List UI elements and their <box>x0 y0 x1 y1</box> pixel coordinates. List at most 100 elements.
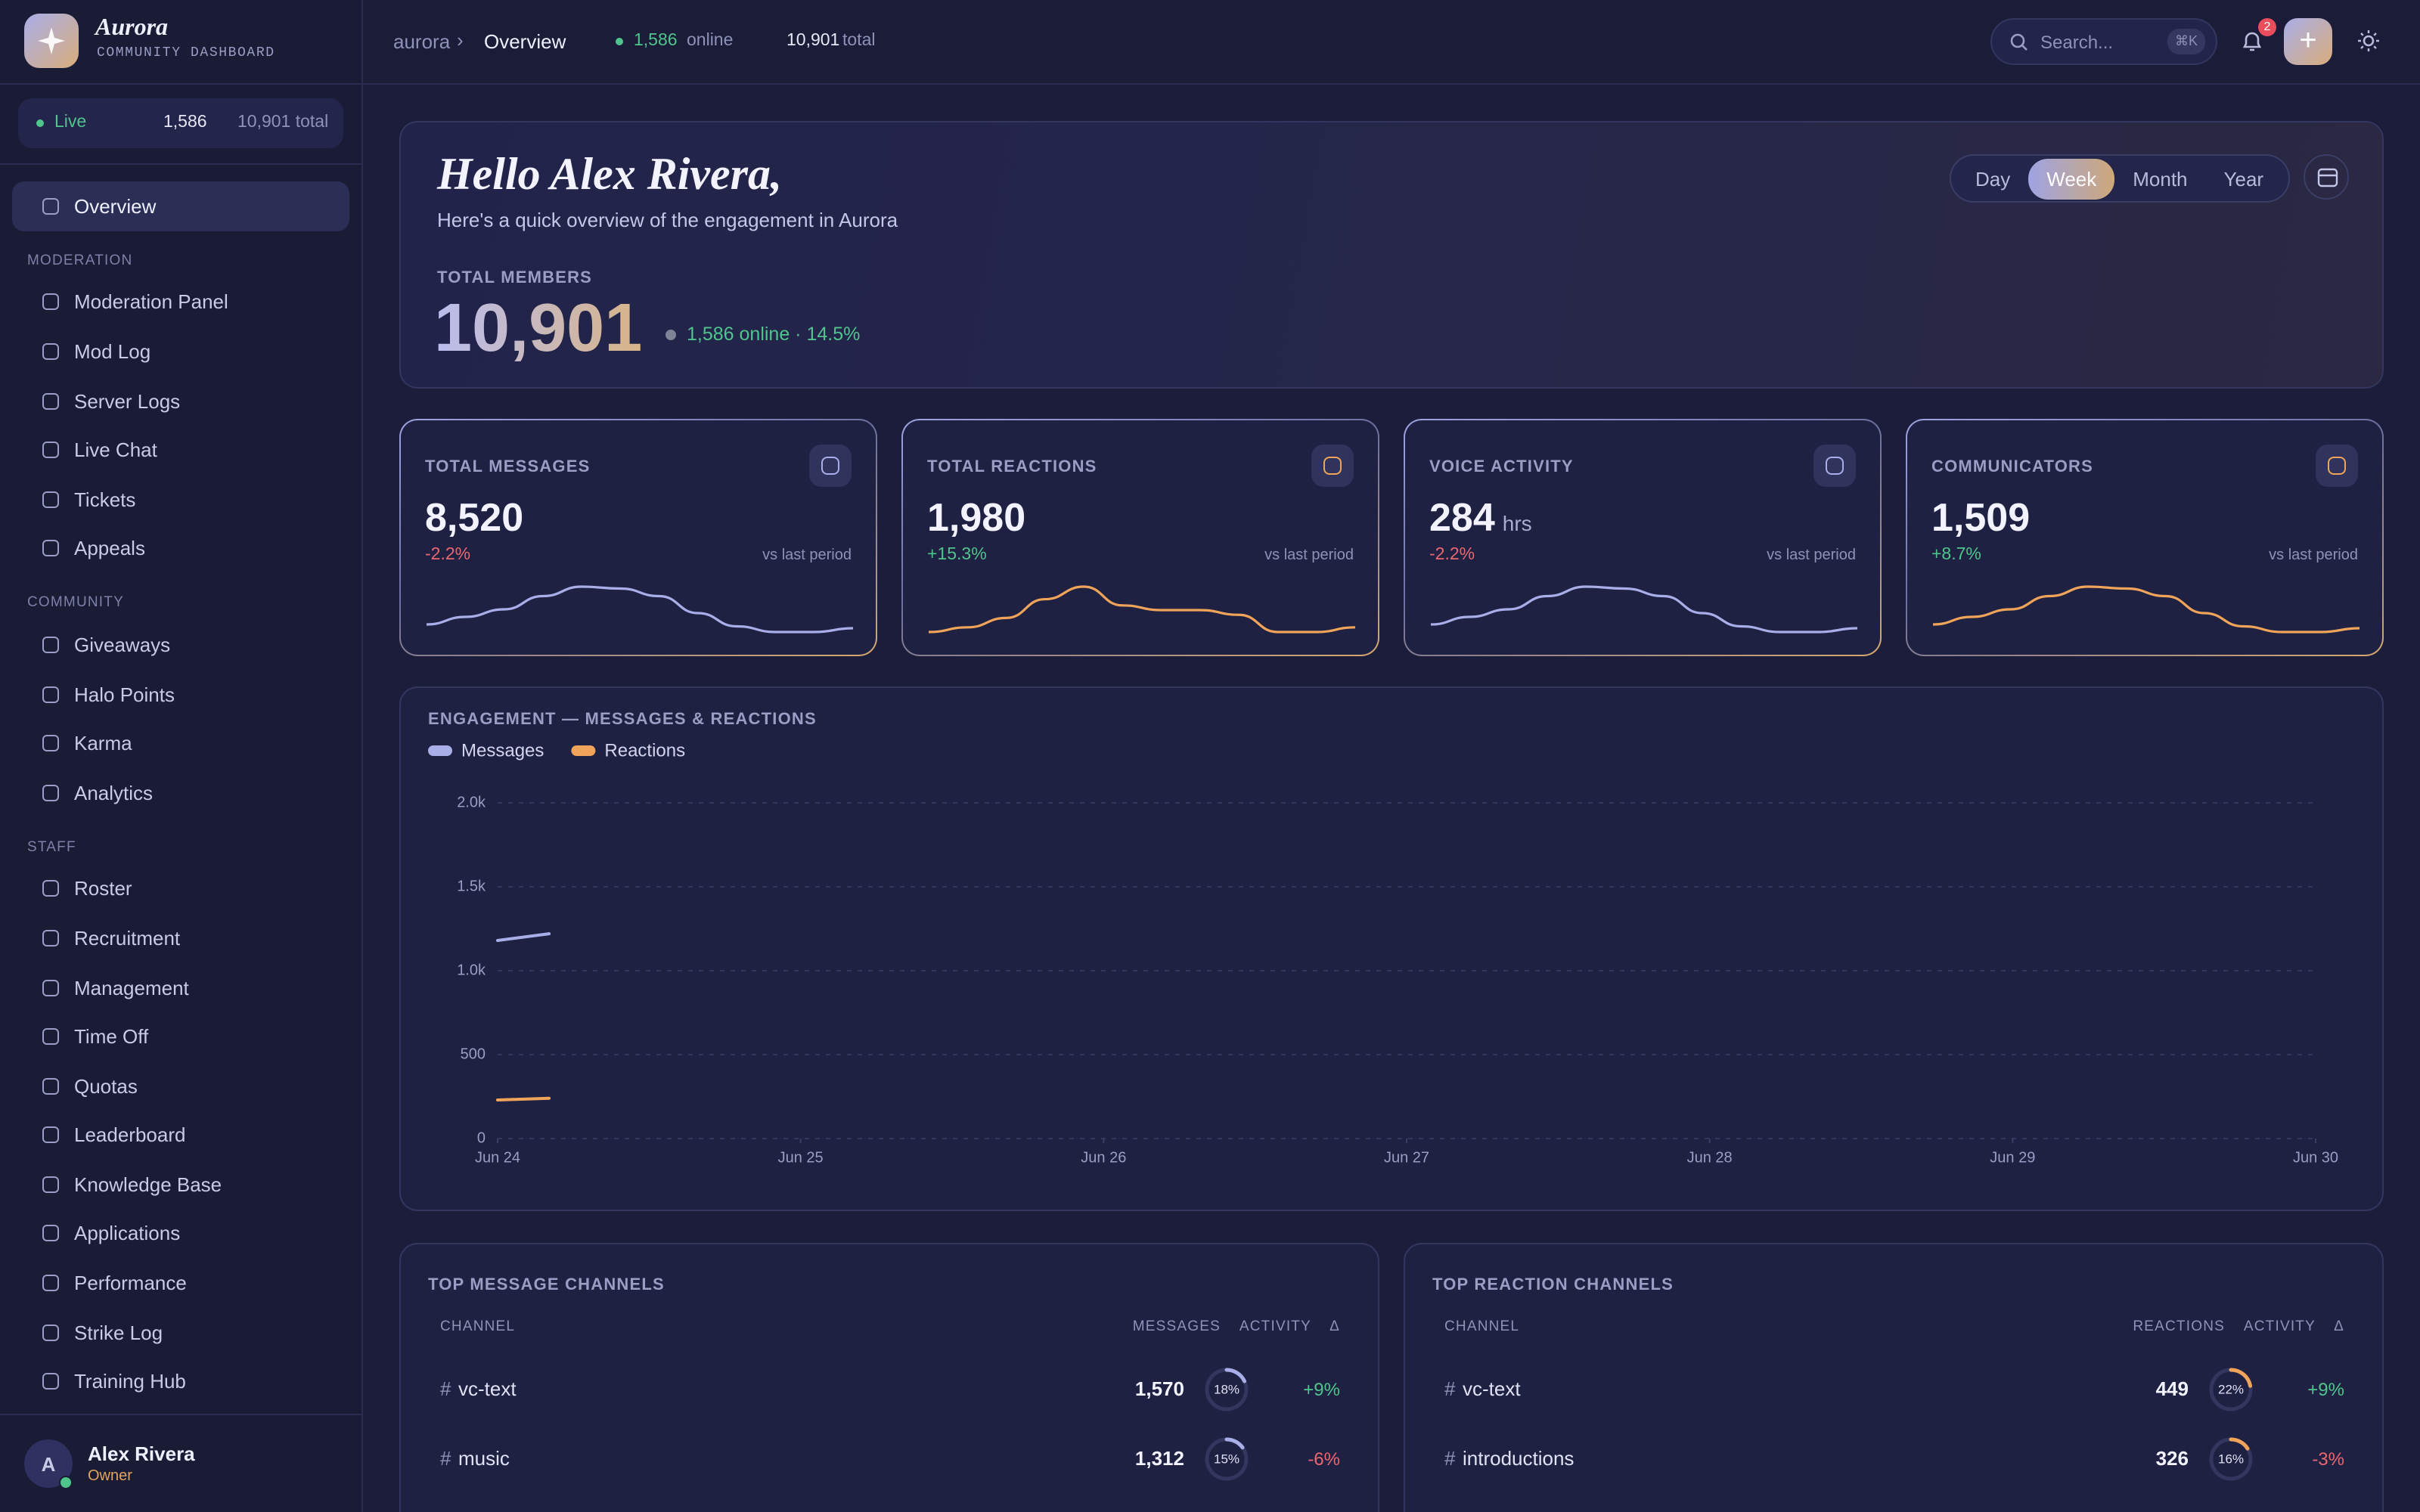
stat-icon <box>809 445 852 487</box>
user-name: Alex Rivera <box>88 1442 195 1465</box>
table-row[interactable]: # vc-text 1,570 18% +9% <box>401 1365 1378 1414</box>
total-members-label: TOTAL MEMBERS <box>437 269 593 287</box>
nav-item[interactable]: Tickets <box>12 475 349 524</box>
user-footer[interactable]: A Alex Rivera Owner <box>0 1414 361 1512</box>
nav-item[interactable]: Appeals <box>12 524 349 573</box>
range-option[interactable]: Week <box>2028 158 2115 199</box>
stat-change: +8.7% <box>1931 546 1981 564</box>
nav-item[interactable]: Time Off <box>12 1012 349 1061</box>
nav-item[interactable]: Halo Points <box>12 670 349 719</box>
table-row[interactable]: # vc-text 449 22% +9% <box>1405 1365 2382 1414</box>
breadcrumb-root[interactable]: aurora <box>393 30 451 53</box>
stat-unit: hrs <box>1502 511 1532 535</box>
total-label: total <box>842 32 876 50</box>
nav-item[interactable]: Management <box>12 962 349 1012</box>
nav-icon <box>42 342 59 360</box>
table-title: TOP MESSAGE CHANNELS <box>428 1276 665 1294</box>
nav-item[interactable]: Training Hub <box>12 1357 349 1406</box>
nav-label: Server Logs <box>74 389 181 413</box>
logo[interactable] <box>24 14 79 68</box>
stat-icon <box>1813 445 1856 487</box>
x-tick-label: Jun 29 <box>1990 1149 2035 1166</box>
table-row[interactable]: # introductions 326 16% -3% <box>1405 1435 2382 1483</box>
channel-count: 326 <box>2155 1447 2189 1470</box>
nav-item[interactable]: Server Logs <box>12 376 349 426</box>
channel-hash: # <box>1444 1377 1456 1400</box>
column-header: REACTIONS <box>2133 1318 2225 1335</box>
chart-title: ENGAGEMENT — MESSAGES & REACTIONS <box>428 709 817 728</box>
nav-icon <box>42 636 59 653</box>
legend-label: Messages <box>461 740 544 761</box>
calendar-button[interactable] <box>2304 154 2349 200</box>
stat-label: TOTAL REACTIONS <box>927 458 1097 476</box>
y-tick-label: 500 <box>461 1046 486 1062</box>
stat-value-row: 284 hrs <box>1429 494 1532 541</box>
nav-item[interactable]: Live Chat <box>12 426 349 475</box>
nav-label: Management <box>74 976 189 999</box>
stat-label: TOTAL MESSAGES <box>425 458 591 476</box>
hero-online: 1,586 online · 14.5% <box>687 324 861 345</box>
nav-label: Analytics <box>74 781 154 804</box>
live-total: 10,901 total <box>237 113 329 132</box>
nav-item[interactable]: Applications <box>12 1209 349 1258</box>
engagement-panel: ENGAGEMENT — MESSAGES & REACTIONS Message… <box>399 686 2384 1211</box>
channel-name: introductions <box>1463 1447 1575 1470</box>
stat-icon-glyph <box>2328 457 2346 475</box>
nav-item[interactable]: Knowledge Base <box>12 1160 349 1209</box>
search-box[interactable]: Search... ⌘K <box>1990 18 2217 65</box>
range-option[interactable]: Month <box>2133 167 2188 190</box>
theme-toggle[interactable] <box>2356 29 2381 53</box>
nav-icon <box>42 686 59 703</box>
channel-delta: +9% <box>2307 1379 2344 1400</box>
activity-ring: 18% <box>1205 1368 1249 1411</box>
column-header: ACTIVITY <box>2243 1318 2316 1335</box>
nav-item[interactable]: Karma <box>12 719 349 768</box>
nav-icon <box>42 979 59 996</box>
bell-icon[interactable] <box>2240 29 2264 53</box>
notification-badge: 2 <box>2258 18 2276 36</box>
live-dot <box>36 119 44 127</box>
nav-icon <box>42 540 59 557</box>
nav-item[interactable]: Giveaways <box>12 620 349 669</box>
stat-card: VOICE ACTIVITY 284 hrs -2.2% vs last period <box>1404 419 1882 656</box>
x-tick-label: Jun 28 <box>1687 1149 1733 1166</box>
activity-ring: 15% <box>1205 1437 1249 1481</box>
ring-label: 16% <box>2218 1452 2244 1466</box>
legend-swatch <box>428 745 452 756</box>
nav-icon <box>42 1373 59 1390</box>
table-row[interactable]: # music 1,312 15% -6% <box>401 1435 1378 1483</box>
nav-item[interactable]: Strike Log <box>12 1308 349 1357</box>
sparkline <box>1430 585 1858 634</box>
column-header: Δ <box>2334 1318 2344 1335</box>
range-selector: Day Week Month Year <box>1950 154 2290 203</box>
nav-label: Mod Log <box>74 339 151 363</box>
sparkline-chart <box>1932 585 2360 634</box>
sparkline <box>426 585 854 634</box>
channel-hash: # <box>1444 1447 1456 1470</box>
nav-label: Leaderboard <box>74 1123 186 1147</box>
nav-item[interactable]: Moderation Panel <box>12 277 349 327</box>
stat-value-row: 1,509 <box>1931 494 2030 541</box>
nav-item[interactable]: Overview <box>12 181 349 231</box>
nav-label: Overview <box>74 194 157 218</box>
nav-icon <box>42 1225 59 1242</box>
channel-count: 449 <box>2155 1377 2189 1400</box>
nav-item[interactable]: Performance <box>12 1259 349 1308</box>
nav-item[interactable]: Mod Log <box>12 327 349 376</box>
nav-section-title: STAFF <box>27 838 76 856</box>
nav-item[interactable]: Quotas <box>12 1061 349 1111</box>
nav-label: Roster <box>74 877 132 900</box>
nav-item[interactable]: Leaderboard <box>12 1111 349 1160</box>
nav-item[interactable]: Roster <box>12 864 349 913</box>
x-tick-label: Jun 27 <box>1384 1149 1429 1166</box>
range-option[interactable]: Year <box>2223 167 2264 190</box>
channel-count: 1,312 <box>1134 1447 1184 1470</box>
add-button[interactable]: + <box>2284 18 2332 65</box>
nav-item[interactable]: Recruitment <box>12 913 349 962</box>
range-option[interactable]: Day <box>1975 167 2011 190</box>
search-placeholder: Search... <box>2040 32 2114 53</box>
nav-item[interactable]: Analytics <box>12 768 349 817</box>
ring-label: 18% <box>1214 1382 1239 1396</box>
